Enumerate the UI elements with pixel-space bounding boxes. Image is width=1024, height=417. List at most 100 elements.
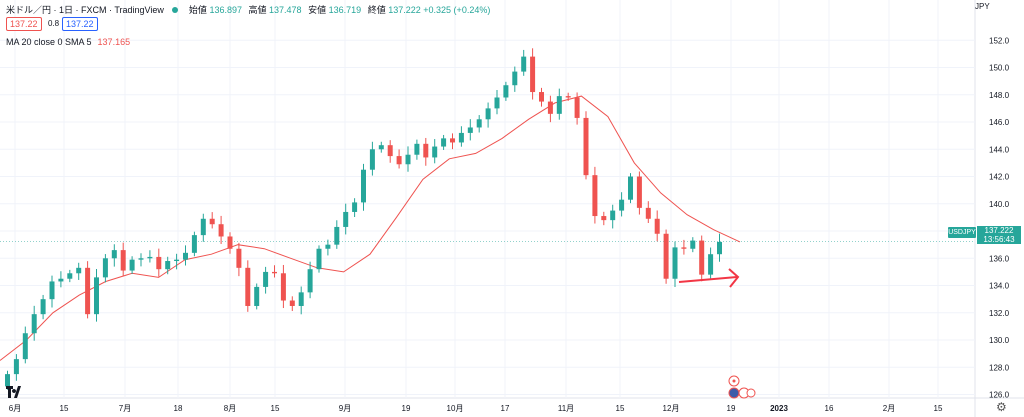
- candle-body: [307, 269, 313, 293]
- candle-body: [76, 267, 82, 274]
- market-status-icon: [172, 7, 179, 13]
- candle-body: [272, 271, 277, 274]
- candle-body: [441, 138, 447, 147]
- candle-body: [22, 333, 28, 360]
- candle-body: [49, 281, 55, 300]
- candle-body: [663, 233, 669, 279]
- candle-body: [628, 176, 633, 200]
- low-label: 安値: [308, 5, 327, 15]
- candle-body: [556, 96, 562, 114]
- candle-body: [58, 278, 64, 282]
- candle-body: [601, 216, 607, 221]
- candle-body: [147, 256, 153, 259]
- candle-body: [325, 244, 331, 249]
- candle-body: [565, 96, 571, 98]
- time-tick-label: 15: [271, 404, 280, 413]
- candle-body: [574, 97, 580, 118]
- time-tick-label: 8月: [224, 404, 236, 413]
- candle-body: [512, 71, 518, 86]
- last-price-tag: 137.222 13:56:43: [977, 226, 1021, 244]
- price-tick-label: 142.0: [989, 173, 1010, 182]
- time-tick-label: 18: [174, 404, 183, 413]
- candle-body: [200, 218, 206, 236]
- candle-body: [405, 154, 411, 165]
- buy-button[interactable]: 137.22: [62, 17, 98, 31]
- candle-body: [521, 56, 527, 72]
- candle-body: [503, 85, 509, 98]
- price-tick-label: 130.0: [989, 336, 1010, 345]
- time-tick-label: 11月: [558, 404, 574, 413]
- candle-body: [672, 247, 678, 279]
- candle-body: [485, 108, 491, 120]
- candle-body: [316, 248, 322, 270]
- time-tick-label: 9月: [339, 404, 351, 413]
- candle-body: [690, 240, 696, 249]
- candle-body: [67, 273, 73, 279]
- candle-body: [361, 169, 366, 203]
- candle-body: [183, 252, 188, 260]
- sell-button[interactable]: 137.22: [6, 17, 42, 31]
- ma-line-layer: [0, 95, 741, 361]
- candle-body: [174, 259, 180, 262]
- time-tick-label: 17: [501, 404, 510, 413]
- time-tick-label: 2023: [770, 404, 788, 413]
- time-tick-label: 7月: [119, 404, 131, 413]
- candle-body: [343, 211, 349, 227]
- candle-body: [530, 56, 536, 93]
- price-tick-label: 146.0: [989, 118, 1010, 127]
- time-tick-label: 12月: [663, 404, 680, 413]
- candle-body: [129, 259, 135, 271]
- ma-label: MA 20 close 0 SMA 5: [6, 37, 92, 47]
- candle-body: [191, 235, 197, 253]
- candle-body: [138, 258, 144, 260]
- candle-body: [699, 240, 705, 275]
- candle-body: [40, 299, 46, 315]
- candle-body: [334, 226, 340, 245]
- time-axis[interactable]: 6月 15 7月 18 8月 15 9月 19 10月 17 11月 15 12月 19 2023 16 2月 1…: [9, 404, 943, 413]
- event-flag-dot: [732, 379, 736, 383]
- low-value: 136.719: [328, 5, 362, 15]
- time-tick-label: 2月: [883, 404, 895, 413]
- candle-body: [165, 261, 171, 270]
- price-tick-label: 148.0: [989, 91, 1010, 100]
- candle-body: [708, 254, 714, 275]
- candle-body: [352, 202, 358, 212]
- annotation-arrowhead: [728, 268, 740, 288]
- settings-gear-icon[interactable]: ⚙: [996, 400, 1007, 414]
- price-axis[interactable]: 126.0128.0130.0132.0134.0136.0138.0140.0…: [989, 36, 1010, 399]
- time-tick-label: 15: [934, 404, 943, 413]
- candle-body: [467, 127, 473, 133]
- price-tick-label: 144.0: [989, 145, 1010, 154]
- candle-body: [539, 92, 544, 102]
- price-tick-label: 140.0: [989, 200, 1010, 209]
- candle-body: [227, 236, 233, 249]
- ma-legend[interactable]: MA 20 close 0 SMA 5 137.165: [6, 37, 130, 47]
- high-label: 高値: [248, 5, 267, 15]
- price-tick-label: 126.0: [989, 391, 1010, 400]
- chart-header: 米ドル／円 · 1日 · FXCM · TradingView 始値 136.8…: [6, 3, 490, 16]
- time-tick-label: 6月: [9, 404, 21, 413]
- candle-body: [218, 224, 224, 237]
- open-value: 136.897: [209, 5, 242, 15]
- bar-countdown: 13:56:43: [983, 235, 1015, 244]
- candle-body: [547, 101, 553, 114]
- currency-selector[interactable]: JPY: [975, 2, 990, 11]
- candle-body: [85, 267, 91, 315]
- price-tick-label: 128.0: [989, 363, 1010, 372]
- candle-body: [236, 248, 242, 268]
- ma-value: 137.165: [97, 37, 131, 47]
- time-tick-label: 15: [616, 404, 625, 413]
- candle-body: [245, 267, 251, 306]
- tradingview-logo[interactable]: [6, 386, 24, 398]
- ma-line: [0, 95, 741, 361]
- time-tick-label: 15: [60, 404, 69, 413]
- candle-body: [289, 300, 295, 306]
- time-tick-label: 16: [825, 404, 834, 413]
- annotation-arrow-shaft: [678, 276, 738, 283]
- candle-body: [254, 286, 260, 306]
- price-tick-label: 150.0: [989, 64, 1010, 73]
- last-price-value: 137.222: [984, 226, 1014, 235]
- spread-value: 0.8: [48, 19, 60, 28]
- price-tick-label: 134.0: [989, 282, 1010, 291]
